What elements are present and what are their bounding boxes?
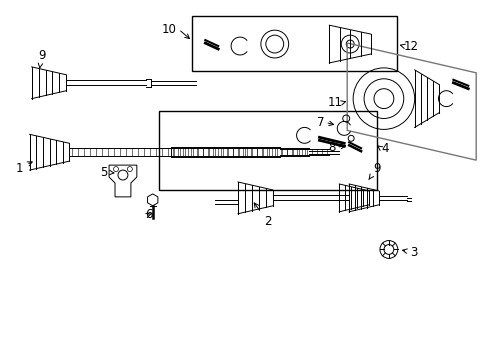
Text: 2: 2	[254, 203, 271, 228]
Text: 1: 1	[16, 162, 32, 175]
Text: 8: 8	[328, 141, 335, 154]
Text: 12: 12	[404, 40, 419, 53]
Text: 9: 9	[369, 162, 381, 180]
Text: 5: 5	[100, 166, 114, 179]
Text: 7: 7	[317, 116, 324, 129]
Text: 4: 4	[381, 142, 389, 155]
Text: 6: 6	[145, 208, 152, 221]
Text: 10: 10	[162, 23, 176, 36]
Text: 9: 9	[38, 49, 46, 68]
Text: 3: 3	[403, 246, 417, 259]
Text: 11: 11	[327, 96, 342, 109]
